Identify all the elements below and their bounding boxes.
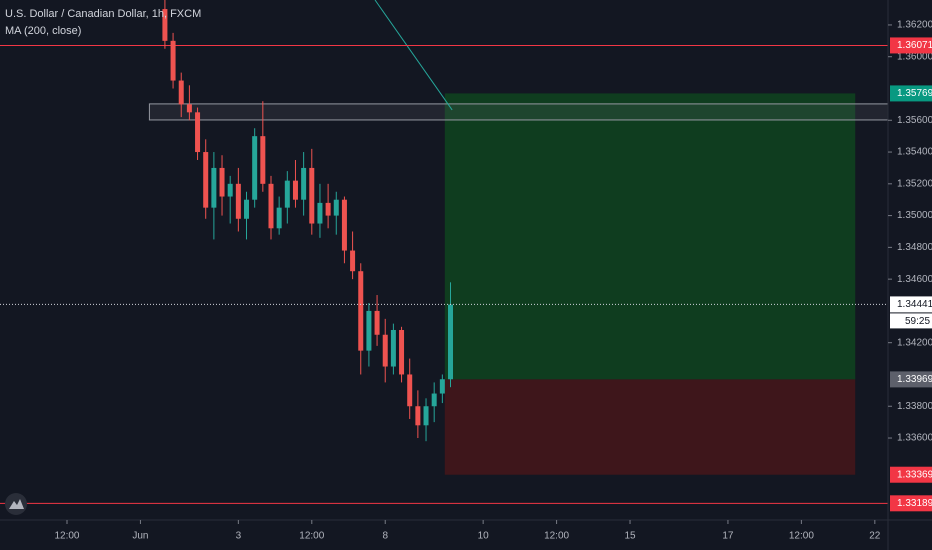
stop-label-bg [890,466,932,483]
candle-body [350,250,356,272]
level-label: 1.33189 [897,498,932,509]
candle-body [317,202,323,224]
x-tick-label: 12:00 [789,531,814,542]
loss-zone [444,379,856,475]
x-tick-label: 17 [722,531,734,542]
candle-body [431,393,437,407]
candle-body [219,167,225,197]
zone-rectangle [148,103,889,121]
y-tick-label: 1.34600 [897,274,932,285]
candle-body [244,199,250,219]
entry-label-bg [890,371,932,388]
y-tick-label: 1.36000 [897,51,932,62]
plot-area [0,0,889,504]
candle-body [211,167,217,208]
last-price-label-bg [890,296,932,313]
candle-body [415,406,421,426]
candle-body [195,112,201,153]
indicator-label: MA (200, close) [5,25,81,37]
y-tick-label: 1.35200 [897,178,932,189]
countdown: 59:25 [905,316,930,327]
candle-body [358,271,364,351]
candle-body [162,9,168,41]
candle-body [252,136,258,200]
y-tick-label: 1.34200 [897,337,932,348]
chart-title: U.S. Dollar / Canadian Dollar, 1h, FXCM [5,8,201,20]
candle-body [407,374,413,407]
y-tick-label: 1.35000 [897,210,932,221]
y-tick-label: 1.34800 [897,242,932,253]
stop-label: 1.33369 [897,469,932,480]
candle-body [390,329,396,367]
y-tick-label: 1.35600 [897,115,932,126]
x-tick-label: 12:00 [54,531,79,542]
candle-body [423,406,429,426]
y-tick-label: 1.33600 [897,433,932,444]
candle-body [170,40,176,81]
level-label-bg [890,495,932,512]
y-tick-label: 1.33800 [897,401,932,412]
entry-label: 1.33969 [897,374,932,385]
candle-body [227,183,233,197]
y-tick-label: 1.36200 [897,20,932,31]
candle-body [341,199,347,251]
candle-body [301,167,307,200]
countdown-bg [890,313,932,329]
x-tick-label: 12:00 [544,531,569,542]
y-tick-label: 1.35400 [897,147,932,158]
candle-body [374,310,380,335]
logo [5,493,27,515]
candle-body [292,180,298,200]
trend-line [374,0,453,111]
candle-body [325,202,331,216]
candle-body [284,180,290,208]
candle-body [399,329,405,375]
x-tick-label: 22 [869,531,881,542]
candle-body [186,104,192,113]
profit-zone [444,93,856,380]
candle-body [448,304,454,380]
level-label: 1.36071 [897,40,932,51]
candle-body [178,80,184,105]
x-tick-label: Jun [132,531,148,542]
candle-body [309,167,315,224]
candle-body [260,136,266,184]
candle-body [439,379,445,394]
last-price-label: 1.34441 [897,299,932,310]
x-tick-label: 15 [624,531,636,542]
candle-body [203,152,209,208]
candle-body [382,334,388,367]
target-label: 1.35769 [897,88,932,99]
candle-body [366,310,372,351]
x-tick-label: 12:00 [299,531,324,542]
x-tick-label: 10 [478,531,490,542]
x-tick-label: 3 [236,531,242,542]
candle-body [276,207,282,229]
candle-body [235,183,241,219]
level-label-bg [890,37,932,54]
target-label-bg [890,85,932,102]
candle-body [268,183,274,229]
x-tick-label: 8 [382,531,388,542]
candle-body [333,199,339,216]
